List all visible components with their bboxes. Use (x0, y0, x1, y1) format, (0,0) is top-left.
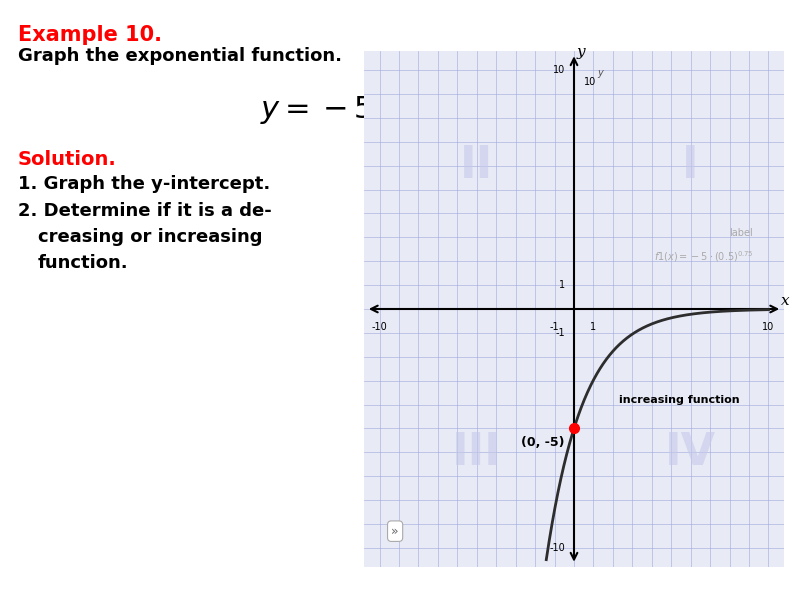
Text: $f1(x)=-5\cdot(0.5)^{0.75}$: $f1(x)=-5\cdot(0.5)^{0.75}$ (654, 249, 753, 264)
Text: x: x (781, 293, 790, 308)
Text: Graph the exponential function.: Graph the exponential function. (18, 47, 342, 65)
Text: (0, -5): (0, -5) (521, 436, 564, 449)
Text: function.: function. (38, 254, 129, 272)
Text: 10: 10 (584, 77, 596, 87)
Text: I: I (682, 144, 699, 187)
Text: Solution.: Solution. (18, 150, 117, 169)
Text: 10: 10 (762, 322, 774, 332)
Text: 2. Determine if it is a de-: 2. Determine if it is a de- (18, 202, 272, 220)
Text: Example 10.: Example 10. (18, 25, 162, 45)
Text: -10: -10 (550, 543, 566, 553)
Text: 1. Graph the y-intercept.: 1. Graph the y-intercept. (18, 175, 270, 193)
Text: 1: 1 (559, 280, 566, 290)
Text: y: y (577, 45, 585, 59)
Text: $\it{y} = -5 \bullet (0.5)^{0.75\,\it{x}}$: $\it{y} = -5 \bullet (0.5)^{0.75\,\it{x}… (259, 90, 541, 128)
Text: creasing or increasing: creasing or increasing (38, 228, 262, 246)
Text: increasing function: increasing function (618, 395, 739, 405)
Text: -1: -1 (550, 322, 559, 332)
Text: II: II (460, 144, 494, 187)
Text: 1: 1 (590, 322, 597, 332)
Text: III: III (452, 431, 502, 474)
Text: -1: -1 (556, 328, 566, 338)
Text: IV: IV (665, 431, 716, 474)
Text: -10: -10 (372, 322, 387, 332)
Text: label: label (729, 227, 753, 238)
Text: 10: 10 (553, 65, 566, 75)
Text: y: y (598, 68, 603, 78)
Text: »: » (391, 524, 399, 538)
